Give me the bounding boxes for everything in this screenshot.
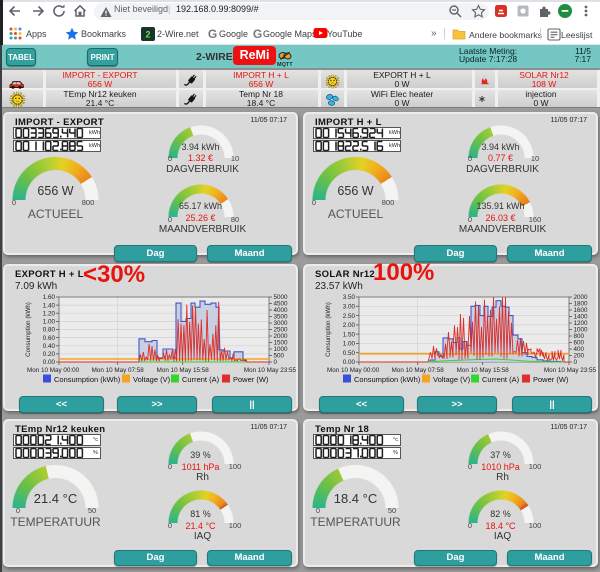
svg-text:1200: 1200 — [574, 320, 589, 327]
svg-text:1.50: 1.50 — [343, 331, 356, 338]
svg-text:Mon 10 May 00:00: Mon 10 May 00:00 — [327, 367, 380, 374]
svg-text:1.20: 1.20 — [43, 311, 56, 318]
svg-text:1000: 1000 — [274, 346, 289, 353]
svg-text:1600: 1600 — [574, 307, 589, 314]
svg-text:5000: 5000 — [274, 294, 289, 301]
svg-text:Mon 10 May 15:58: Mon 10 May 15:58 — [157, 367, 210, 374]
svg-text:3000: 3000 — [274, 320, 289, 327]
svg-text:Mon 10 May 07:58: Mon 10 May 07:58 — [92, 367, 145, 374]
svg-text:Consumption (kWh): Consumption (kWh) — [54, 375, 121, 384]
svg-text:4500: 4500 — [274, 301, 289, 308]
svg-text:Power (W): Power (W) — [533, 375, 569, 384]
svg-text:1.60: 1.60 — [43, 294, 56, 301]
svg-text:3.00: 3.00 — [343, 304, 356, 311]
svg-text:G: G — [253, 27, 262, 40]
svg-text:Mon 10 May 07:58: Mon 10 May 07:58 — [392, 367, 445, 374]
svg-text:3500: 3500 — [274, 314, 289, 321]
svg-text:600: 600 — [574, 340, 585, 347]
svg-text:Current (A): Current (A) — [482, 375, 520, 384]
svg-text:Current (A): Current (A) — [182, 375, 220, 384]
svg-text:1.00: 1.00 — [43, 319, 56, 326]
svg-text:1000: 1000 — [574, 327, 589, 334]
svg-text:0.00: 0.00 — [43, 359, 56, 366]
svg-text:Consumption (kWh): Consumption (kWh) — [325, 302, 332, 357]
svg-text:1400: 1400 — [574, 314, 589, 321]
svg-text:4000: 4000 — [274, 307, 289, 314]
svg-text:2500: 2500 — [274, 327, 289, 334]
svg-text:1800: 1800 — [574, 301, 589, 308]
svg-text:2.00: 2.00 — [343, 322, 356, 329]
svg-text:2000: 2000 — [574, 294, 589, 301]
svg-text:0: 0 — [274, 359, 278, 366]
svg-text:1.40: 1.40 — [43, 302, 56, 309]
svg-text:0.00: 0.00 — [343, 359, 356, 366]
svg-text:Consumption (kWh): Consumption (kWh) — [25, 302, 32, 357]
svg-text:0.40: 0.40 — [43, 343, 56, 350]
svg-text:0.50: 0.50 — [343, 350, 356, 357]
svg-text:500: 500 — [274, 353, 285, 360]
svg-text:0.80: 0.80 — [43, 327, 56, 334]
svg-text:2000: 2000 — [274, 333, 289, 340]
svg-text:Voltage (V): Voltage (V) — [133, 375, 171, 384]
svg-text:400: 400 — [574, 346, 585, 353]
svg-text:Mon 10 May 00:00: Mon 10 May 00:00 — [27, 367, 80, 374]
svg-text:Consumption (kWh): Consumption (kWh) — [354, 375, 421, 384]
svg-text:0.60: 0.60 — [43, 335, 56, 342]
svg-text:3.50: 3.50 — [343, 294, 356, 301]
svg-text:800: 800 — [574, 333, 585, 340]
svg-text:Voltage (V): Voltage (V) — [433, 375, 471, 384]
svg-text:0.20: 0.20 — [43, 351, 56, 358]
svg-text:200: 200 — [574, 353, 585, 360]
svg-text:2: 2 — [145, 30, 150, 40]
svg-text:Mon 10 May 23:55: Mon 10 May 23:55 — [244, 367, 297, 374]
svg-text:2.50: 2.50 — [343, 313, 356, 320]
svg-text:Mon 10 May 23:55: Mon 10 May 23:55 — [544, 367, 597, 374]
svg-text:1500: 1500 — [274, 340, 289, 347]
svg-text:Power (W): Power (W) — [233, 375, 269, 384]
svg-text:1.00: 1.00 — [343, 341, 356, 348]
svg-text:Mon 10 May 15:58: Mon 10 May 15:58 — [457, 367, 510, 374]
svg-text:0: 0 — [574, 359, 578, 366]
svg-text:G: G — [208, 27, 217, 40]
